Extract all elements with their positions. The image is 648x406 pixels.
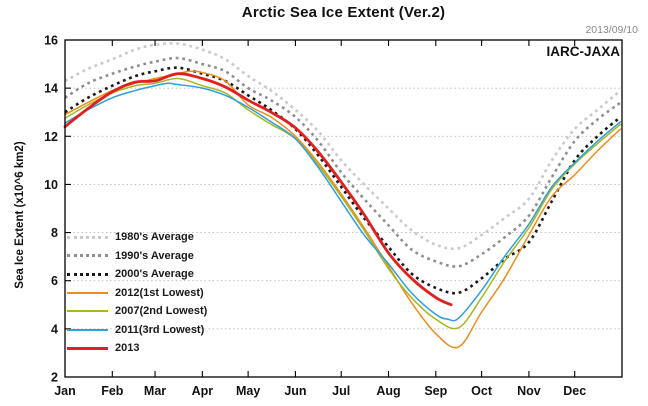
plot-frame	[64, 39, 623, 378]
legend-item-2012: 2012(1st Lowest)	[67, 284, 207, 303]
source-label: IARC-JAXA	[546, 44, 620, 59]
y-tick-label: 10	[44, 178, 58, 192]
legend-swatch-1990s	[67, 254, 108, 258]
x-tick-label: Dec	[563, 384, 586, 398]
series-2011-3rd-lowest-	[64, 82, 622, 322]
legend-swatch-2000s	[67, 272, 108, 276]
date-label: 2013/09/10	[585, 24, 638, 36]
x-tick-label: May	[236, 384, 260, 398]
legend-item-1980s-average: 1980's Average	[67, 228, 207, 247]
x-tick-label: Mar	[144, 384, 166, 398]
legend-label: 1990's Average	[115, 249, 194, 262]
y-tick-label: 16	[44, 34, 58, 48]
legend-swatch-2007	[67, 310, 108, 313]
legend-label: 2013	[115, 342, 140, 355]
series-2013	[63, 72, 453, 307]
series-2000-s-average	[64, 66, 622, 295]
legend-swatch-2013	[67, 346, 108, 350]
legend-item-1990s-average: 1990's Average	[67, 247, 207, 266]
legend: 1980's Average 1990's Average 2000's Ave…	[67, 228, 207, 358]
legend-item-2000s-average: 2000's Average	[67, 265, 207, 284]
legend-label: 2011(3rd Lowest)	[115, 323, 205, 336]
x-tick-label: Nov	[517, 384, 541, 398]
y-tick-label: 8	[51, 226, 58, 240]
series-2007-2nd-lowest-	[64, 77, 622, 330]
series-1990-s-average	[64, 56, 622, 268]
y-tick-label: 4	[51, 322, 58, 336]
x-tick-label: Oct	[471, 384, 493, 398]
x-tick-label: Jan	[54, 384, 76, 398]
x-tick-label: Apr	[192, 384, 214, 398]
x-tick-label: Sep	[424, 384, 447, 398]
x-tick-label: Jul	[332, 384, 350, 398]
chart-title: Arctic Sea Ice Extent (Ver.2)	[241, 4, 446, 21]
legend-item-2011: 2011(3rd Lowest)	[67, 321, 207, 340]
y-tick-label: 2	[51, 371, 58, 385]
series-1980-s-average	[64, 42, 622, 251]
legend-label: 2000's Average	[115, 268, 194, 281]
legend-swatch-2012	[67, 291, 108, 294]
legend-label: 1980's Average	[115, 231, 194, 244]
y-tick-label: 14	[44, 82, 58, 96]
x-tick-label: Feb	[101, 384, 124, 398]
y-tick-label: 6	[51, 274, 58, 288]
x-tick-label: Aug	[376, 384, 400, 398]
y-tick-label: 12	[44, 130, 58, 144]
series-2012-1st-lowest-	[64, 70, 622, 349]
legend-item-2013: 2013	[67, 339, 207, 358]
legend-swatch-2011	[67, 328, 108, 331]
legend-item-2007: 2007(2nd Lowest)	[67, 302, 207, 321]
y-axis-title: Sea Ice Extent (x10^6 km2)	[14, 141, 26, 289]
legend-swatch-1980s	[67, 235, 108, 239]
x-tick-label: Jun	[284, 384, 306, 398]
legend-label: 2012(1st Lowest)	[115, 286, 204, 299]
legend-label: 2007(2nd Lowest)	[115, 305, 208, 318]
